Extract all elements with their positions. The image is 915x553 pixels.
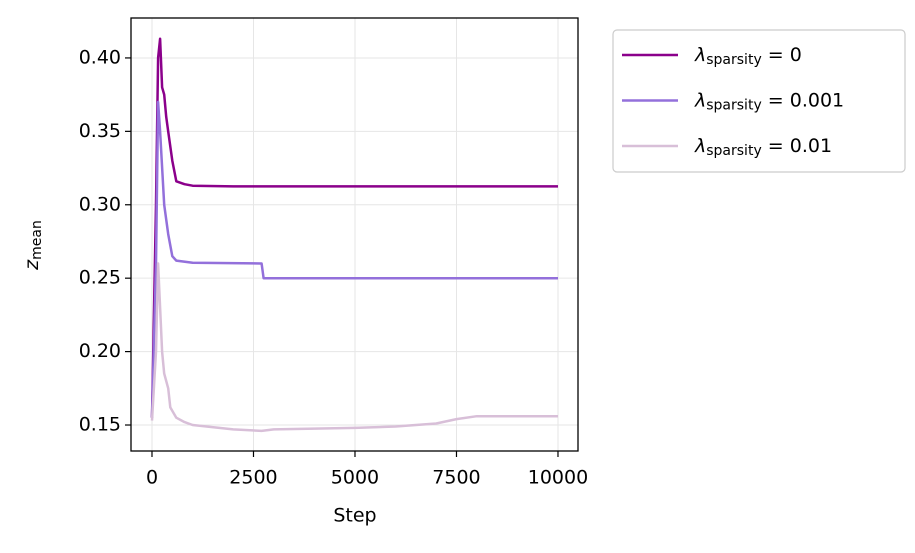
x-axis-label: Step bbox=[333, 505, 376, 527]
y-tick-label: 0.30 bbox=[79, 193, 121, 215]
y-axis-label: zmean bbox=[21, 220, 46, 271]
series-line bbox=[150, 37, 558, 418]
x-tick-label: 2500 bbox=[229, 467, 277, 489]
series-line bbox=[150, 100, 558, 418]
x-tick-label: 7500 bbox=[432, 467, 480, 489]
y-tick-label: 0.15 bbox=[79, 414, 121, 436]
x-tick-label: 10000 bbox=[528, 467, 588, 489]
legend-label: λsparsity = 0 bbox=[694, 44, 802, 69]
x-tick-label: 5000 bbox=[331, 467, 379, 489]
x-tick-label: 0 bbox=[146, 467, 158, 489]
series-line bbox=[150, 262, 558, 433]
y-tick-label: 0.20 bbox=[79, 340, 121, 362]
legend-label: λsparsity = 0.001 bbox=[694, 89, 844, 114]
y-tick-label: 0.35 bbox=[79, 120, 121, 142]
y-tick-label: 0.40 bbox=[79, 46, 121, 68]
plot-frame bbox=[130, 17, 579, 452]
legend-label: λsparsity = 0.01 bbox=[694, 135, 832, 160]
legend-box bbox=[612, 29, 906, 173]
y-tick-label: 0.25 bbox=[79, 267, 121, 289]
